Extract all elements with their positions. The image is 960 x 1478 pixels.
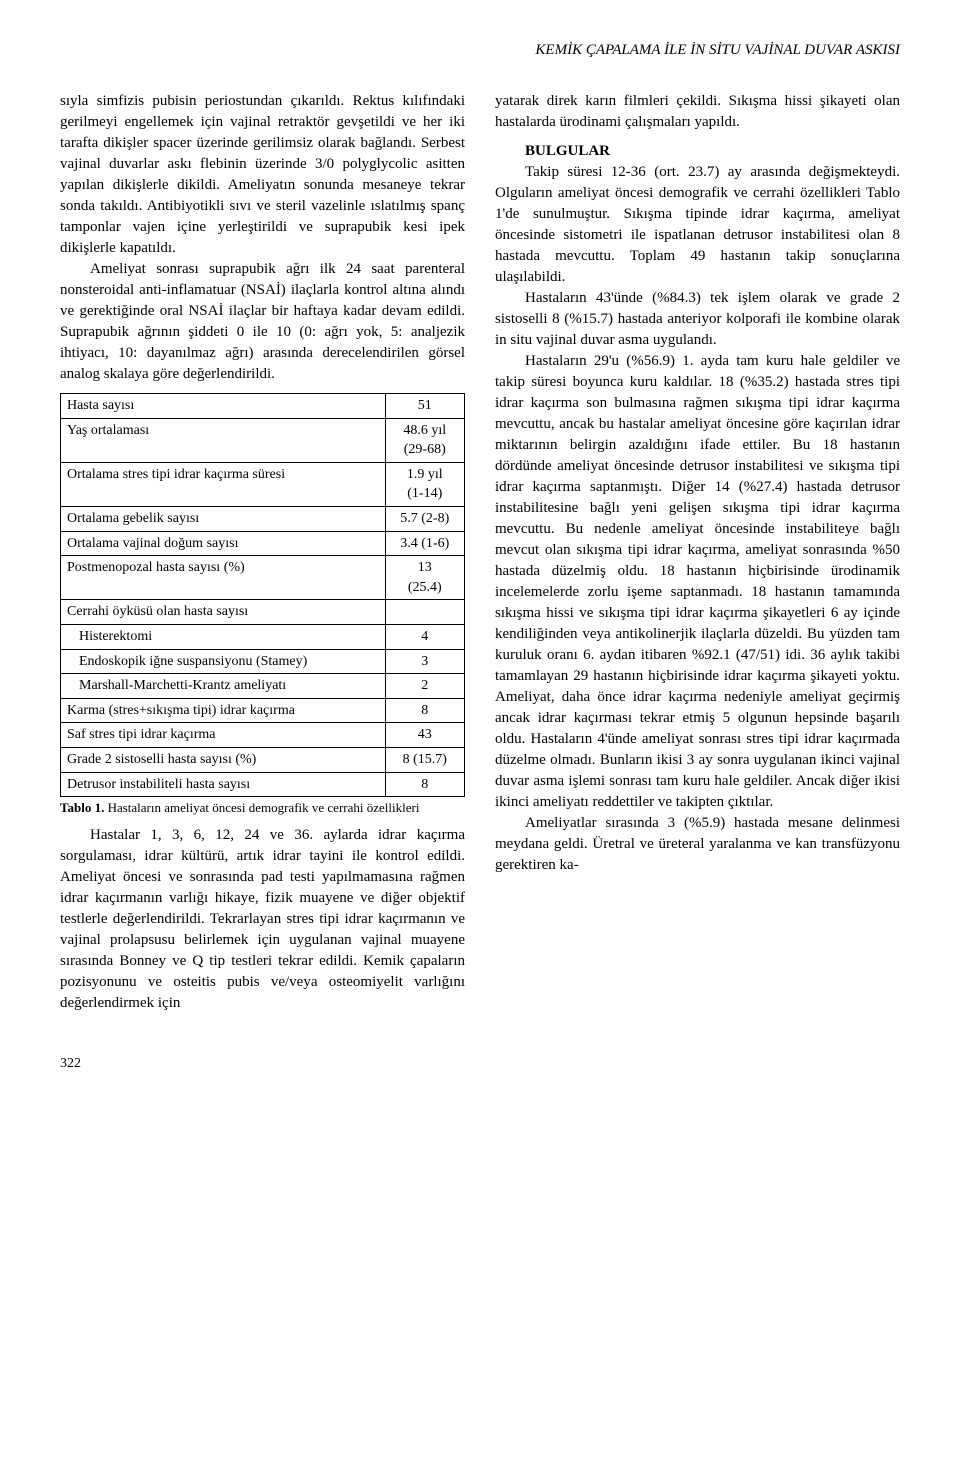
right-paragraph-2: Takip süresi 12-36 (ort. 23.7) ay arasın… bbox=[495, 162, 900, 288]
section-heading-bulgular: BULGULAR bbox=[495, 141, 900, 162]
table-cell-label: Detrusor instabiliteli hasta sayısı bbox=[61, 772, 386, 797]
right-paragraph-5: Ameliyatlar sırasında 3 (%5.9) hastada m… bbox=[495, 813, 900, 876]
left-paragraph-2: Ameliyat sonrası suprapubik ağrı ilk 24 … bbox=[60, 259, 465, 385]
table-cell-value: 8 bbox=[385, 698, 464, 723]
table-cell-value: 51 bbox=[385, 394, 464, 419]
table-cell-value: 8 (15.7) bbox=[385, 747, 464, 772]
table-row: Detrusor instabiliteli hasta sayısı8 bbox=[61, 772, 465, 797]
table-cell-value: 1.9 yıl (1-14) bbox=[385, 462, 464, 506]
left-column: sıyla simfizis pubisin periostundan çıka… bbox=[60, 91, 465, 1014]
table-cell-label: Ortalama stres tipi idrar kaçırma süresi bbox=[61, 462, 386, 506]
table-cell-label: Cerrahi öyküsü olan hasta sayısı bbox=[61, 600, 386, 625]
left-paragraph-3: Hastalar 1, 3, 6, 12, 24 ve 36. aylarda … bbox=[60, 825, 465, 1014]
table-row: Cerrahi öyküsü olan hasta sayısı bbox=[61, 600, 465, 625]
table-cell-value: 5.7 (2-8) bbox=[385, 506, 464, 531]
right-column: yatarak direk karın filmleri çekildi. Sı… bbox=[495, 91, 900, 1014]
left-paragraph-1: sıyla simfizis pubisin periostundan çıka… bbox=[60, 91, 465, 259]
right-paragraph-4: Hastaların 29'u (%56.9) 1. ayda tam kuru… bbox=[495, 351, 900, 813]
table-cell-label: Karma (stres+sıkışma tipi) idrar kaçırma bbox=[61, 698, 386, 723]
table-row: Yaş ortalaması48.6 yıl (29-68) bbox=[61, 418, 465, 462]
table-cell-label: Yaş ortalaması bbox=[61, 418, 386, 462]
table-row: Histerektomi4 bbox=[61, 624, 465, 649]
table-cell-label: Endoskopik iğne suspansiyonu (Stamey) bbox=[61, 649, 386, 674]
right-paragraph-1: yatarak direk karın filmleri çekildi. Sı… bbox=[495, 91, 900, 133]
table-cell-label: Ortalama vajinal doğum sayısı bbox=[61, 531, 386, 556]
table-cell-value: 3 bbox=[385, 649, 464, 674]
table-cell-value bbox=[385, 600, 464, 625]
table-row: Endoskopik iğne suspansiyonu (Stamey)3 bbox=[61, 649, 465, 674]
table-cell-label: Histerektomi bbox=[61, 624, 386, 649]
table-row: Grade 2 sistoselli hasta sayısı (%)8 (15… bbox=[61, 747, 465, 772]
right-paragraph-3: Hastaların 43'ünde (%84.3) tek işlem ola… bbox=[495, 288, 900, 351]
table-caption-text: Hastaların ameliyat öncesi demografik ve… bbox=[104, 800, 419, 815]
table-cell-value: 4 bbox=[385, 624, 464, 649]
page-number: 322 bbox=[60, 1054, 900, 1074]
table-cell-label: Postmenopozal hasta sayısı (%) bbox=[61, 556, 386, 600]
table-row: Hasta sayısı51 bbox=[61, 394, 465, 419]
demographics-table: Hasta sayısı51Yaş ortalaması48.6 yıl (29… bbox=[60, 393, 465, 797]
table-cell-value: 48.6 yıl (29-68) bbox=[385, 418, 464, 462]
table-row: Postmenopozal hasta sayısı (%)13 (25.4) bbox=[61, 556, 465, 600]
table-cell-value: 43 bbox=[385, 723, 464, 748]
table-cell-value: 8 bbox=[385, 772, 464, 797]
table-caption: Tablo 1. Hastaların ameliyat öncesi demo… bbox=[60, 799, 465, 817]
table-cell-value: 3.4 (1-6) bbox=[385, 531, 464, 556]
table-cell-value: 13 (25.4) bbox=[385, 556, 464, 600]
table-cell-label: Grade 2 sistoselli hasta sayısı (%) bbox=[61, 747, 386, 772]
table-row: Marshall-Marchetti-Krantz ameliyatı2 bbox=[61, 674, 465, 699]
table-row: Ortalama stres tipi idrar kaçırma süresi… bbox=[61, 462, 465, 506]
table-cell-label: Marshall-Marchetti-Krantz ameliyatı bbox=[61, 674, 386, 699]
running-title: KEMİK ÇAPALAMA İLE İN SİTU VAJİNAL DUVAR… bbox=[60, 40, 900, 61]
two-column-layout: sıyla simfizis pubisin periostundan çıka… bbox=[60, 91, 900, 1014]
table-row: Ortalama gebelik sayısı5.7 (2-8) bbox=[61, 506, 465, 531]
table-caption-label: Tablo 1. bbox=[60, 800, 104, 815]
table-row: Saf stres tipi idrar kaçırma43 bbox=[61, 723, 465, 748]
table-row: Ortalama vajinal doğum sayısı3.4 (1-6) bbox=[61, 531, 465, 556]
table-cell-label: Ortalama gebelik sayısı bbox=[61, 506, 386, 531]
table-cell-label: Saf stres tipi idrar kaçırma bbox=[61, 723, 386, 748]
table-cell-value: 2 bbox=[385, 674, 464, 699]
table-cell-label: Hasta sayısı bbox=[61, 394, 386, 419]
table-row: Karma (stres+sıkışma tipi) idrar kaçırma… bbox=[61, 698, 465, 723]
